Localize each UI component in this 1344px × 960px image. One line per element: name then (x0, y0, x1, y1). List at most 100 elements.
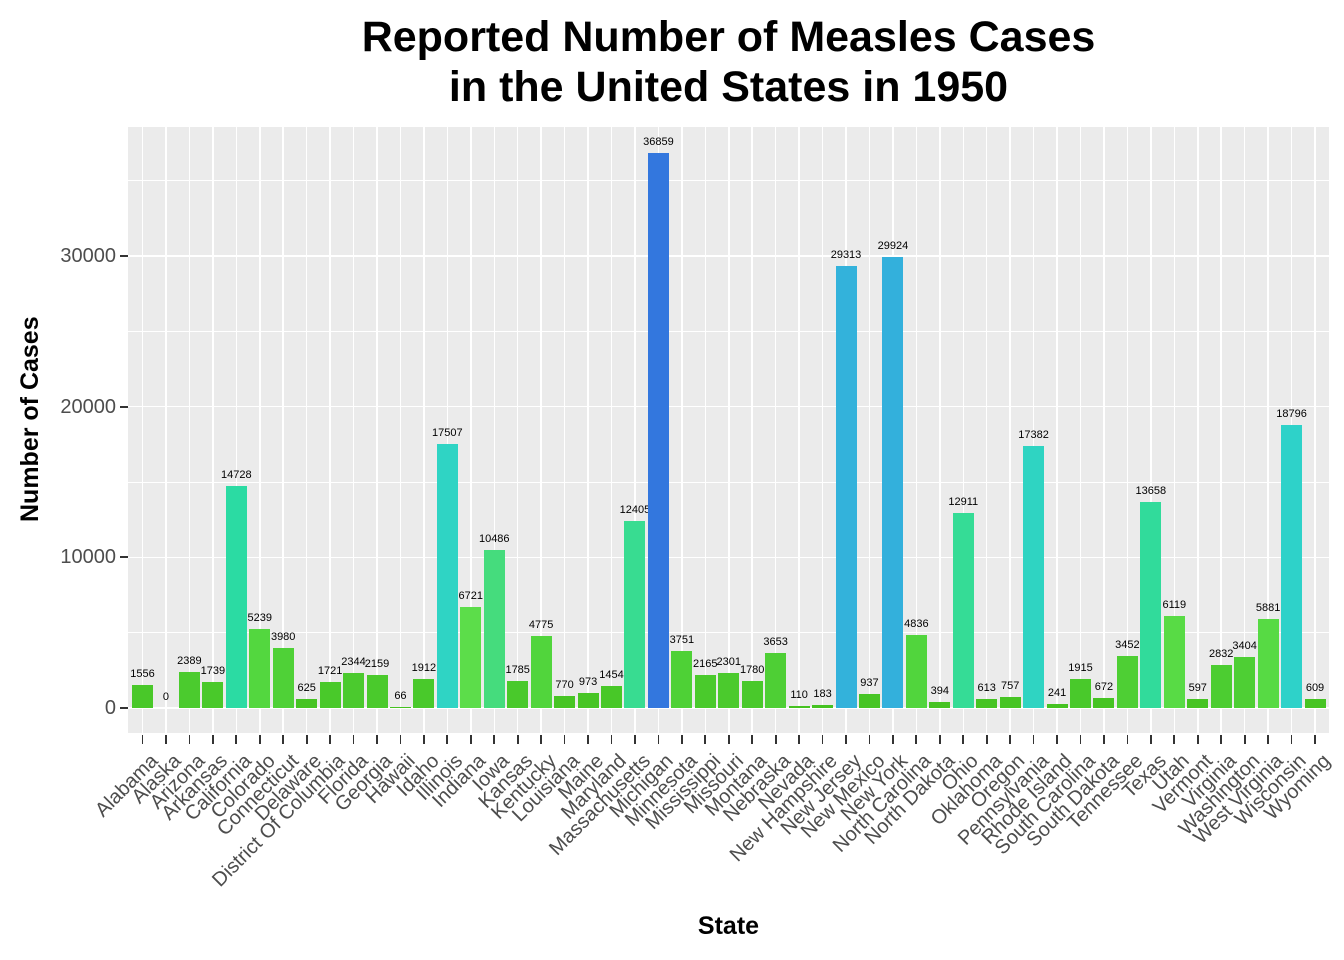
y-tick-label: 0 (104, 697, 116, 719)
bar-value-label: 1556 (130, 667, 155, 680)
bar-value-label: 613 (977, 681, 996, 694)
bar (788, 706, 810, 708)
x-axis-tick (1267, 735, 1269, 744)
bar-value-label: 757 (1000, 679, 1020, 692)
bar-value-label: 3404 (1232, 639, 1257, 652)
x-axis-tick (1173, 735, 1176, 744)
bar (483, 550, 505, 708)
bar (132, 684, 153, 708)
x-axis-tick (563, 735, 566, 744)
bar-value-label: 2301 (716, 656, 741, 669)
bar-value-label: 770 (555, 679, 574, 692)
x-axis-tick (1314, 735, 1316, 744)
x-axis-tick (892, 735, 894, 744)
bar (741, 681, 763, 708)
gridline-vertical (446, 127, 449, 733)
bar (1116, 655, 1138, 708)
gridline-vertical (915, 127, 918, 733)
y-axis-tick (120, 405, 128, 408)
bar-value-label: 3653 (763, 635, 788, 648)
x-axis-tick (868, 735, 871, 744)
bar (718, 673, 740, 708)
bar (765, 652, 787, 708)
gridline-vertical (540, 127, 542, 733)
x-axis-tick (305, 735, 308, 744)
x-axis-tick (399, 735, 402, 744)
bar (882, 257, 904, 708)
gridline-vertical (1267, 127, 1269, 733)
bar-value-label: 241 (1047, 687, 1067, 700)
bar (976, 698, 998, 708)
bar (835, 266, 857, 708)
bar-value-label: 3980 (270, 631, 296, 644)
gridline-vertical (868, 127, 871, 733)
bar-value-label: 2389 (177, 655, 202, 667)
bar (1163, 615, 1185, 708)
gridline-vertical (399, 127, 402, 733)
x-axis-tick (751, 735, 754, 744)
x-axis-tick (610, 735, 613, 744)
x-axis-tick (985, 735, 988, 744)
gridline-vertical (563, 127, 566, 733)
bar (460, 606, 482, 708)
gridline-vertical (1103, 127, 1105, 733)
bar (1140, 502, 1162, 708)
bar (858, 693, 880, 708)
bar (624, 521, 646, 708)
y-axis-tick (120, 255, 128, 257)
bar (530, 636, 552, 708)
gridline-vertical (1009, 127, 1011, 733)
bar (436, 444, 458, 708)
bar (1281, 424, 1303, 708)
bar-value-label: 17382 (1018, 429, 1049, 442)
bar-value-label: 17507 (432, 427, 463, 440)
x-axis-tick (821, 735, 824, 744)
bar (225, 486, 247, 708)
gridline-vertical (1079, 127, 1082, 733)
gridline-vertical (1150, 127, 1152, 733)
bar-value-label: 5881 (1255, 602, 1281, 615)
bar (296, 698, 318, 708)
bar (319, 682, 341, 708)
gridline-vertical (188, 127, 191, 733)
x-axis-tick (1103, 735, 1105, 744)
x-axis-tick (493, 735, 496, 744)
bar (694, 675, 716, 708)
bar-value-label: 1915 (1068, 662, 1093, 675)
x-axis-tick (516, 735, 519, 744)
bar (1304, 698, 1326, 708)
bar-value-label: 12405 (619, 504, 651, 517)
bar (1046, 704, 1068, 708)
gridline-vertical (165, 127, 167, 733)
bar-value-label: 394 (930, 685, 949, 698)
bar-value-label: 609 (1305, 681, 1325, 694)
bar (272, 648, 294, 708)
bar (1070, 679, 1091, 708)
x-axis-tick (915, 735, 918, 744)
gridline-vertical (1126, 127, 1129, 733)
bar-value-label: 0 (162, 691, 169, 703)
bar (366, 675, 388, 708)
bar (905, 635, 927, 708)
x-axis-tick (188, 735, 191, 744)
x-axis-tick (258, 735, 261, 744)
bar-value-label: 13658 (1135, 485, 1167, 498)
bar-value-label: 937 (860, 676, 879, 689)
x-axis-tick (727, 735, 730, 744)
bar-value-label: 29924 (877, 240, 909, 253)
bar-value-label: 1739 (200, 664, 226, 677)
gridline-vertical (141, 127, 144, 733)
gridline-vertical (939, 127, 941, 733)
gridline-vertical (352, 127, 355, 733)
bar-value-label: 1454 (599, 669, 624, 682)
chart-title-line-1: Reported Number of Measles Cases (361, 13, 1096, 61)
bar (601, 686, 622, 708)
y-tick-label: 20000 (60, 395, 116, 418)
gridline-vertical (212, 127, 214, 733)
x-axis-tick (469, 735, 472, 744)
x-axis-tick (587, 735, 589, 744)
bar-value-label: 597 (1188, 682, 1207, 694)
gridline-vertical (728, 127, 730, 733)
bar-value-label: 3751 (669, 634, 695, 647)
gridline-vertical (610, 127, 613, 733)
